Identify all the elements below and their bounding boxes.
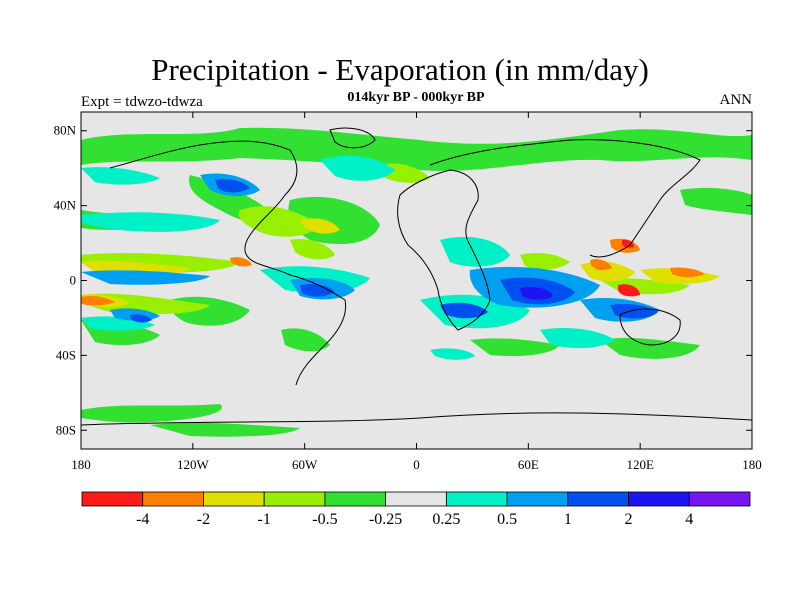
experiment-label: Expt = tdwzo-tdwza [81, 94, 203, 110]
map-title: Precipitation - Evaporation (in mm/day) [151, 52, 649, 87]
lon-tick-label: 120E [626, 457, 654, 472]
colorbar-label: -0.5 [312, 511, 337, 528]
coastline-eurasia [429, 139, 701, 258]
anomaly-field [81, 127, 752, 437]
coastline-greenland [329, 127, 376, 149]
coastline-australia [619, 308, 681, 346]
lat-tick-label: 80N [54, 123, 77, 138]
colorbar-label: 4 [685, 511, 693, 528]
colorbar-swatch [385, 491, 447, 507]
colorbar-label: -4 [136, 511, 149, 528]
lat-tick-label: 40N [54, 198, 77, 213]
longitude-axis: 180 120W 60W 0 60E 120E 180 [71, 112, 762, 472]
colorbar-swatch [445, 491, 508, 507]
lon-tick-label: 120W [177, 457, 210, 472]
colorbar-swatch [142, 491, 204, 507]
lat-tick-label: 40S [56, 347, 76, 362]
lon-tick-label: 180 [742, 457, 762, 472]
dark-blue-anomaly-regions [520, 286, 553, 300]
colorbar: -4 -2 -1 -0.5 -0.25 0.25 0.5 1 2 4 [81, 491, 751, 528]
colorbar-label: -0.25 [369, 511, 402, 528]
colorbar-label: 1 [564, 511, 572, 528]
coastline-africa [397, 169, 491, 331]
red-anomaly-regions [618, 239, 640, 297]
colorbar-label: -2 [197, 511, 210, 528]
colorbar-label: 2 [625, 511, 633, 528]
colorbar-swatch [567, 491, 629, 507]
coastlines [81, 127, 752, 426]
colorbar-swatch [203, 491, 265, 507]
latitude-axis: 80N 40N 0 40S 80S [54, 123, 752, 437]
lon-tick-label: 180 [71, 457, 91, 472]
season-label: ANN [719, 92, 753, 108]
lon-tick-label: 60W [292, 457, 318, 472]
map-subtitle: 014kyr BP - 000kyr BP [347, 90, 485, 105]
lon-tick-label: 60E [518, 457, 539, 472]
colorbar-swatch [263, 491, 326, 507]
lat-tick-label: 80S [56, 422, 76, 437]
lat-tick-label: 0 [70, 273, 77, 288]
colorbar-label: 0.25 [432, 511, 460, 528]
colorbar-swatch [628, 491, 690, 507]
coastline-north-america [109, 140, 298, 276]
colorbar-swatch [324, 491, 387, 507]
coastline-south-america [289, 274, 347, 386]
colorbar-swatch [81, 491, 144, 507]
plot-area [80, 111, 753, 450]
coastline-antarctica [81, 412, 752, 426]
lon-tick-label: 0 [413, 457, 420, 472]
colorbar-label: -1 [258, 511, 271, 528]
colorbar-label: 0.5 [497, 511, 517, 528]
colorbar-swatch [506, 491, 569, 507]
colorbar-swatch [688, 491, 751, 507]
